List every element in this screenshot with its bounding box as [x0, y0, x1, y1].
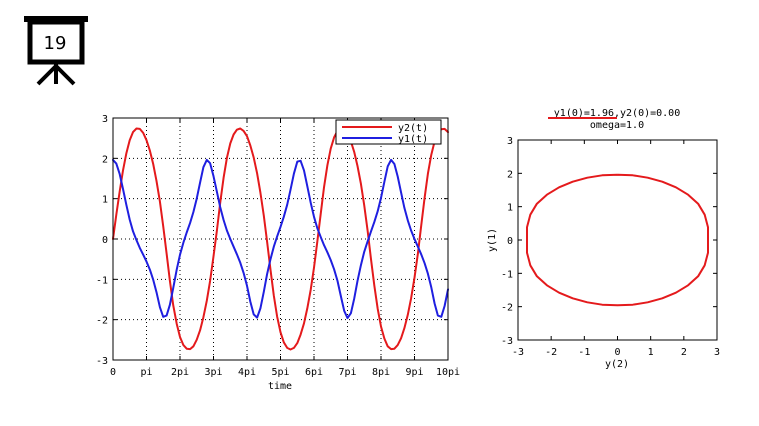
y-tick-label: -1 — [96, 275, 108, 286]
y-tick-label: 0 — [102, 235, 108, 246]
series-line-y1 — [112, 158, 449, 320]
chart-legend: y2(t) y1(t) — [335, 119, 442, 145]
presentation-board-icon — [24, 16, 88, 86]
x-tick-label: 0 — [110, 367, 116, 378]
axis-ticks: 0 pi 2pi 3pi 4pi 5pi 6pi 7pi 8pi 9pi 10pi -3 -2 -1 0 1 2… — [96, 114, 460, 378]
legend-box — [335, 119, 442, 145]
chart-series — [112, 127, 449, 351]
y-tick-label: -2 — [96, 316, 108, 327]
x-tick-label: 10pi — [436, 367, 460, 378]
x-tick-label: 2pi — [171, 367, 189, 378]
x-tick-label: pi — [140, 367, 152, 378]
legend-label-y2: y2(t) — [398, 123, 428, 134]
legend-label-y1: y1(t) — [398, 134, 428, 145]
chart-grid — [113, 118, 448, 360]
x-tick-label: 9pi — [405, 367, 423, 378]
y-tick-label: 2 — [102, 154, 108, 165]
x-tick-label: 4pi — [238, 367, 256, 378]
x-axis-label: time — [268, 381, 292, 392]
y-tick-label: -3 — [96, 356, 108, 367]
series-line-y2 — [112, 127, 449, 351]
x-tick-label: 8pi — [372, 367, 390, 378]
y-tick-label: 1 — [102, 195, 108, 206]
x-tick-label: 7pi — [338, 367, 356, 378]
y-tick-label: 3 — [102, 114, 108, 125]
x-tick-label: 3pi — [204, 367, 222, 378]
x-tick-label: 6pi — [305, 367, 323, 378]
x-tick-label: 5pi — [271, 367, 289, 378]
slide-number: 19 — [43, 33, 67, 54]
